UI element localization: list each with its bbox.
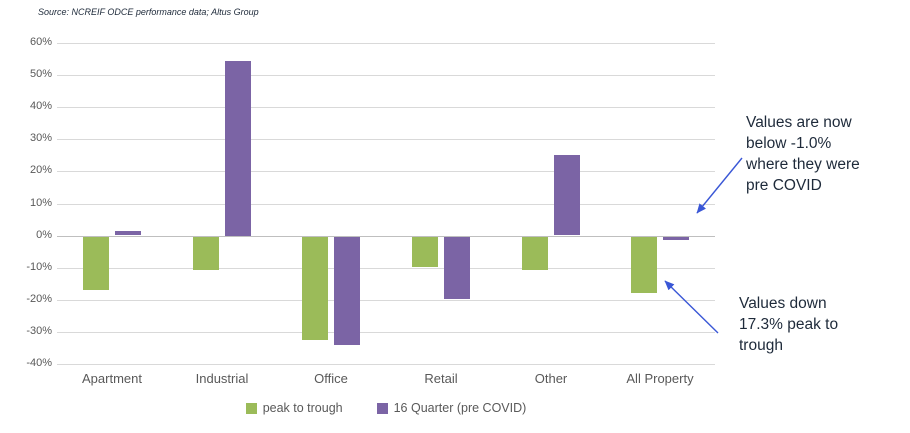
legend-label-16-quarter: 16 Quarter (pre COVID) bbox=[393, 401, 527, 415]
legend-swatch-purple bbox=[376, 402, 388, 414]
gridline bbox=[57, 139, 715, 140]
legend-swatch-green bbox=[245, 402, 257, 414]
source-note: Source: NCREIF ODCE performance data; Al… bbox=[38, 7, 259, 17]
bar-peak-to-trough-office bbox=[302, 237, 328, 340]
gridline bbox=[57, 364, 715, 365]
gridline bbox=[57, 204, 715, 205]
gridline bbox=[57, 268, 715, 269]
y-tick-label: 0% bbox=[36, 229, 52, 241]
y-tick-label: 20% bbox=[29, 164, 52, 176]
gridline bbox=[57, 332, 715, 333]
y-tick-label: 50% bbox=[29, 68, 52, 80]
bar-peak-to-trough-apartment bbox=[83, 237, 109, 290]
gridline bbox=[57, 75, 715, 76]
legend-item-16-quarter: 16 Quarter (pre COVID) bbox=[376, 401, 527, 415]
gridline bbox=[57, 300, 715, 301]
chart-legend: peak to trough 16 Quarter (pre COVID) bbox=[57, 401, 715, 415]
legend-label-peak-to-trough: peak to trough bbox=[262, 401, 343, 415]
x-category-label-industrial: Industrial bbox=[195, 371, 249, 386]
axis-zero-line bbox=[57, 236, 715, 237]
y-tick-label: 10% bbox=[29, 197, 52, 209]
x-category-label-retail: Retail bbox=[424, 371, 458, 386]
bar-16-quarter-pre-covid-office bbox=[334, 237, 360, 345]
bar-16-quarter-pre-covid-all-property bbox=[663, 237, 689, 240]
bar-16-quarter-pre-covid-other bbox=[554, 155, 580, 235]
y-tick-label: 30% bbox=[29, 132, 52, 144]
y-tick-label: 40% bbox=[29, 100, 52, 112]
y-tick-label: 60% bbox=[29, 36, 52, 48]
y-tick-label: -10% bbox=[26, 261, 52, 273]
annotation-peak-to-trough: Values down 17.3% peak to trough bbox=[739, 295, 839, 354]
x-category-label-all-property: All Property bbox=[626, 371, 694, 386]
bar-peak-to-trough-retail bbox=[412, 237, 438, 267]
gridline bbox=[57, 107, 715, 108]
bar-peak-to-trough-industrial bbox=[193, 237, 219, 270]
y-tick-label: -30% bbox=[26, 325, 52, 337]
bar-16-quarter-pre-covid-industrial bbox=[225, 61, 251, 236]
annotation-pre-covid-values: Values are now below -1.0% where they we… bbox=[746, 114, 860, 194]
gridline bbox=[57, 43, 715, 44]
x-category-label-other: Other bbox=[534, 371, 568, 386]
bar-16-quarter-pre-covid-retail bbox=[444, 237, 470, 299]
x-category-label-apartment: Apartment bbox=[82, 371, 142, 386]
gridline bbox=[57, 171, 715, 172]
bar-peak-to-trough-other bbox=[522, 237, 548, 270]
y-tick-label: -20% bbox=[26, 293, 52, 305]
bar-16-quarter-pre-covid-apartment bbox=[115, 231, 141, 235]
arrow-to-green-bar bbox=[664, 280, 719, 334]
x-category-label-office: Office bbox=[314, 371, 348, 386]
legend-item-peak-to-trough: peak to trough bbox=[245, 401, 343, 415]
y-tick-label: -40% bbox=[26, 357, 52, 369]
bar-peak-to-trough-all-property bbox=[631, 237, 657, 293]
